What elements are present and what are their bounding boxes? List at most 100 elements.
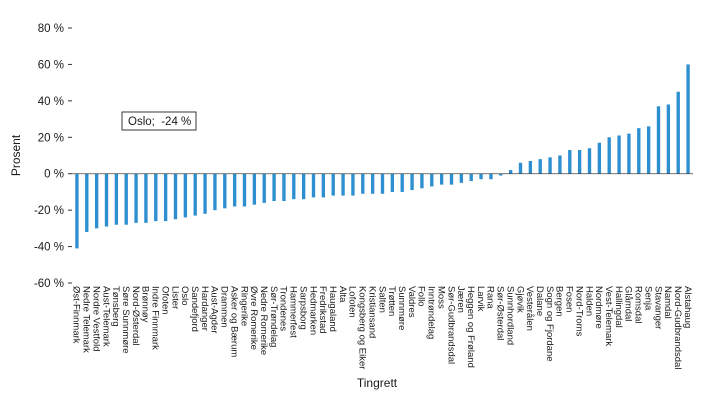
bar <box>331 173 335 196</box>
bar <box>410 173 414 191</box>
x-tick-label: Lister <box>169 286 180 309</box>
bar <box>568 150 572 174</box>
bar <box>232 173 237 207</box>
x-tick-label: Nord-Østerdal <box>130 286 141 346</box>
x-tick-label: Drammen <box>219 286 230 328</box>
x-tick-label: Fosen <box>564 286 575 312</box>
bar <box>459 173 464 183</box>
y-tick-label: -20 % <box>34 205 64 217</box>
bar <box>124 173 128 225</box>
x-tick-label: Øvre Romerike <box>248 286 259 350</box>
x-tick-label: Tønsberg <box>110 286 121 327</box>
bar <box>104 173 109 227</box>
bar <box>193 173 197 216</box>
bar <box>499 173 503 176</box>
x-tick-label: Aust-Telemark <box>100 286 111 347</box>
x-tick-label: Nordre Vestfold <box>90 286 101 351</box>
y-axis-title: Prosent <box>9 134 23 176</box>
x-tick-label: Asker og Bærum <box>228 286 239 357</box>
bar <box>548 157 552 174</box>
bar <box>242 173 247 207</box>
x-tick-label: Sunnhordland <box>504 286 515 345</box>
x-tick-label: Søre Sunnmøre <box>120 286 131 354</box>
bar <box>223 173 227 209</box>
x-tick-label: Senja <box>642 286 653 311</box>
x-tick-label: Moss <box>435 286 446 309</box>
x-tick-label: Brønnøy <box>140 286 151 323</box>
bar <box>203 173 207 214</box>
bars <box>75 64 690 249</box>
x-tick-label: Sandefjord <box>189 286 200 332</box>
bar <box>627 133 631 174</box>
bar <box>144 173 148 223</box>
x-tick-label: Ofoten <box>159 286 170 315</box>
x-tick-label: Jæren <box>455 286 466 313</box>
bar <box>449 173 454 185</box>
bar <box>134 173 138 223</box>
x-tick-label: Vesterålen <box>524 286 535 331</box>
bar <box>400 173 404 192</box>
x-tick-label: Nedre Telemark <box>81 286 92 353</box>
x-tick-label: Halden <box>583 286 594 316</box>
bar <box>361 173 365 194</box>
x-tick-label: Hammerfest <box>288 286 299 338</box>
bar <box>292 173 296 200</box>
bar <box>94 173 99 229</box>
x-tick-label: Øst-Finnmark <box>71 286 82 344</box>
x-tick-label: Hedmarken <box>307 286 318 335</box>
x-tick-label: Trondenes <box>278 286 289 331</box>
y-axis: -60 % -40 % -20 % 0 % 20 % 40 % 60 % 80 % <box>34 23 72 290</box>
bar <box>617 135 621 174</box>
bar <box>646 126 651 174</box>
y-tick-label: -40 % <box>34 242 64 254</box>
bar <box>508 170 513 174</box>
y-tick-label: 40 % <box>38 96 64 108</box>
bar <box>558 155 562 174</box>
x-tick-label: Sør-Trøndelag <box>268 286 279 347</box>
bar <box>587 148 592 174</box>
x-tick-label: Sogn og Fjordane <box>544 286 555 362</box>
y-tick-label: 0 % <box>44 169 64 181</box>
x-tick-label: Trøtten <box>386 286 397 316</box>
bar <box>351 173 355 196</box>
x-tick-label: Alta <box>337 286 348 303</box>
bar <box>538 159 542 174</box>
bar <box>656 106 661 174</box>
bar <box>469 173 473 181</box>
bar <box>85 173 89 232</box>
x-tick-label: Oslo <box>179 286 190 306</box>
bar <box>676 91 680 174</box>
bar <box>597 142 602 174</box>
x-tick-label: Namdal <box>662 286 673 319</box>
bar <box>686 64 690 174</box>
x-tick-label: Kongsberg og Eiker <box>357 286 368 369</box>
bar <box>154 173 158 222</box>
bar <box>262 173 266 203</box>
x-tick-label: Romsdal <box>633 286 644 324</box>
bar <box>518 162 523 174</box>
x-tick-label: Fredrikstad <box>317 286 328 334</box>
bar <box>666 104 671 174</box>
bar <box>282 173 286 202</box>
bar <box>75 173 79 249</box>
bar <box>420 173 424 189</box>
bar <box>163 173 168 222</box>
x-tick-label: Nord-Gudbrandsdal <box>672 286 683 369</box>
bar <box>528 160 533 174</box>
x-tick-label: Stavanger <box>652 286 663 329</box>
bar <box>252 173 257 205</box>
bar <box>301 173 306 200</box>
x-tick-label: Sør-Østerdal <box>495 286 506 340</box>
y-tick-label: 20 % <box>38 132 64 144</box>
bar <box>370 173 375 194</box>
bar <box>390 173 395 192</box>
bar <box>577 150 582 174</box>
x-tick-label: Lofoten <box>347 286 358 318</box>
y-tick-label: 80 % <box>38 23 64 35</box>
x-tick-label: Haugaland <box>327 286 338 332</box>
bar <box>173 173 178 220</box>
bar <box>607 137 611 174</box>
x-tick-label: Valdres <box>406 286 417 318</box>
